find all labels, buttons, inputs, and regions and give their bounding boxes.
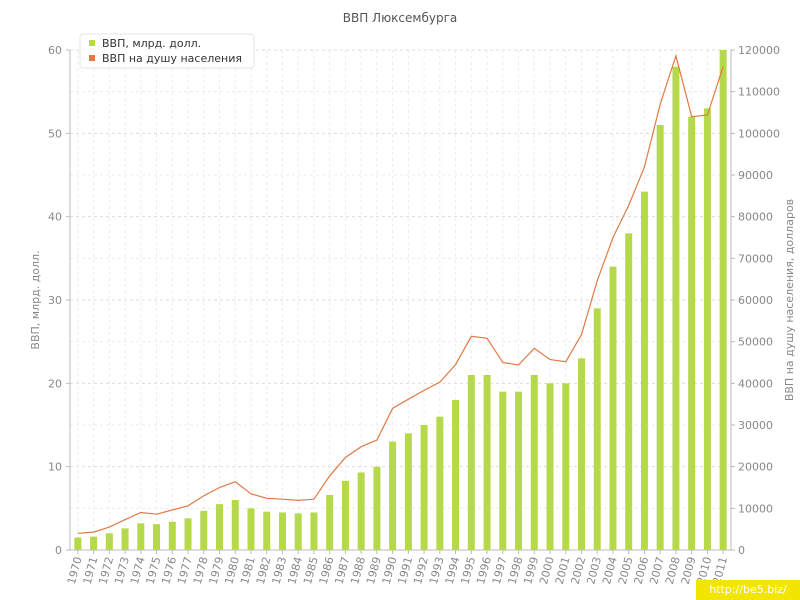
gdp-bar (452, 400, 460, 550)
gdp-bar (467, 375, 475, 550)
gdp-bar (216, 504, 224, 550)
watermark: http://be5.biz/ (696, 580, 800, 600)
legend-label-per-capita: ВВП на душу населения (102, 52, 242, 65)
legend-swatch-per-capita (89, 55, 95, 61)
legend-box (79, 33, 255, 69)
x-axis-labels: 1970197119721973197419751976197719781979… (65, 555, 730, 585)
gdp-bar (137, 523, 145, 550)
gdp-bar (703, 108, 711, 550)
axes (66, 49, 735, 554)
gdp-bar (153, 524, 161, 550)
right-tick-label: 10000 (738, 502, 773, 515)
gdp-bar (640, 191, 648, 550)
gdp-bar (436, 416, 444, 550)
legend-label-gdp: ВВП, млрд. долл. (102, 37, 201, 50)
right-axis-labels: 0 10000 20000 30000 40000 50000 60000 70000 8000… (738, 44, 780, 557)
gdp-bar (420, 425, 428, 550)
right-tick-label: 30000 (738, 419, 773, 432)
left-tick-label: 60 (48, 44, 62, 57)
gdp-bar (625, 233, 633, 551)
gdp-bar (373, 466, 381, 550)
gdp-bar (310, 512, 318, 550)
legend: ВВП, млрд. долл. ВВП на душу населения (79, 33, 255, 69)
left-tick-label: 30 (48, 294, 62, 307)
gdp-bar (546, 383, 554, 550)
left-axis-labels: 0 10 20 30 40 50 60 (48, 44, 62, 557)
right-tick-label: 80000 (738, 211, 773, 224)
per-capita-polyline (77, 53, 724, 534)
left-axis-title: ВВП, млрд. долл. (29, 250, 42, 349)
left-tick-label: 40 (48, 211, 62, 224)
left-tick-label: 0 (55, 544, 62, 557)
chart-title: ВВП Люксембурга (343, 11, 458, 25)
gdp-bar (499, 391, 507, 550)
left-tick-label: 20 (48, 377, 62, 390)
gdp-bar (483, 375, 491, 550)
gdp-bar (247, 508, 255, 550)
gdp-bar (263, 511, 271, 550)
right-tick-label: 40000 (738, 377, 773, 390)
gdp-bar (326, 495, 334, 550)
right-tick-label: 100000 (738, 127, 780, 140)
right-tick-label: 50000 (738, 336, 773, 349)
left-tick-label: 10 (48, 461, 62, 474)
gdp-bar (90, 536, 98, 550)
right-tick-label: 110000 (738, 86, 780, 99)
gdp-bar (389, 441, 397, 550)
gdp-bar (719, 50, 727, 550)
gdp-bar (341, 480, 349, 550)
gdp-bars (74, 50, 727, 551)
gdp-bar (357, 472, 365, 550)
left-tick-label: 50 (48, 127, 62, 140)
right-tick-label: 120000 (738, 44, 780, 57)
gdp-bar (121, 528, 129, 550)
legend-swatch-gdp (89, 40, 95, 46)
gdp-bar (74, 537, 82, 550)
per-capita-line (77, 53, 724, 534)
gdp-bar (105, 533, 113, 550)
gdp-bar (200, 510, 208, 550)
gdp-bar (278, 512, 286, 550)
gdp-bar (530, 375, 538, 550)
gdp-bar (184, 518, 192, 550)
gdp-bar (609, 266, 617, 550)
right-axis-title: ВВП на душу населения, долларов (783, 199, 796, 401)
gdp-bar (562, 383, 570, 550)
gdp-bar (515, 391, 523, 550)
gdp-bar (231, 500, 239, 550)
right-tick-label: 0 (738, 544, 745, 557)
right-tick-label: 20000 (738, 461, 773, 474)
gdp-bar (593, 308, 601, 550)
right-tick-label: 60000 (738, 294, 773, 307)
gdp-bar (404, 433, 412, 550)
right-tick-label: 90000 (738, 169, 773, 182)
gdp-bar (672, 66, 680, 551)
right-tick-label: 70000 (738, 252, 773, 265)
gdp-bar (656, 125, 664, 550)
gdp-bar (688, 116, 696, 551)
gdp-bar (294, 513, 302, 550)
gdp-bar (577, 358, 585, 550)
gdp-bar (168, 521, 176, 550)
